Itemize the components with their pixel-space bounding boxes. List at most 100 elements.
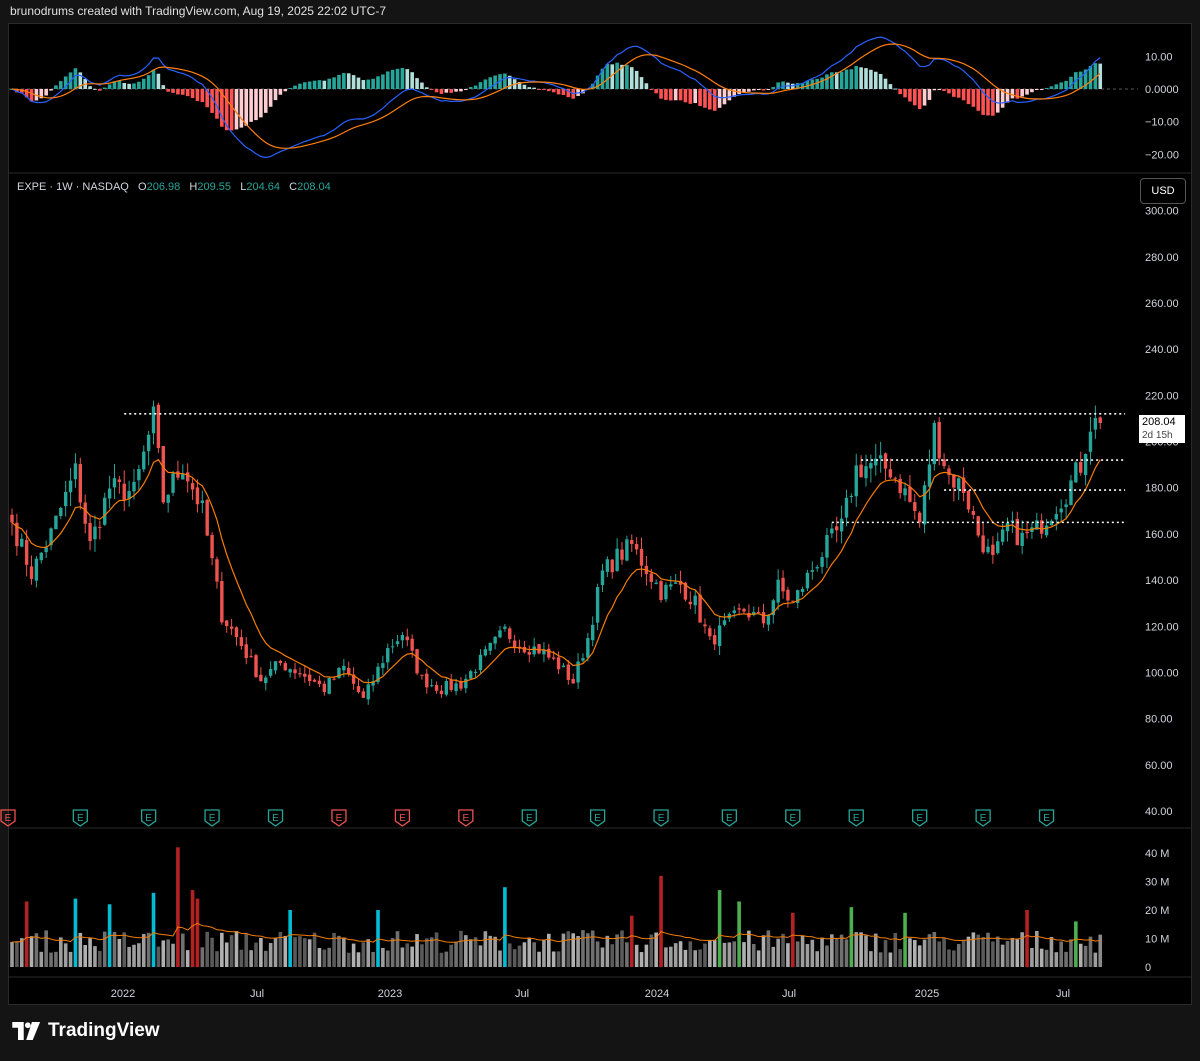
- candle-body: [508, 628, 512, 640]
- earnings-marker-shape: [0, 809, 16, 827]
- symbol-legend: EXPE · 1W · NASDAQ O206.98 H209.55 L204.…: [17, 181, 331, 193]
- earnings-marker-icon[interactable]: E: [721, 809, 738, 827]
- volume-bar: [215, 951, 219, 967]
- macd-histogram-bar: [376, 76, 380, 89]
- volume-bar: [10, 941, 14, 967]
- volume-bar: [63, 943, 68, 967]
- macd-histogram-bar: [429, 89, 434, 90]
- volume-bar: [620, 930, 624, 967]
- candle-body: [44, 547, 48, 553]
- macd-histogram-bar: [400, 68, 405, 89]
- earnings-marker-icon[interactable]: E: [394, 809, 411, 827]
- volume-bar: [459, 930, 463, 967]
- volume-bar: [737, 901, 741, 967]
- earnings-marker-icon[interactable]: E: [848, 809, 864, 827]
- macd-histogram-bar: [761, 89, 766, 91]
- candle-body: [600, 570, 605, 586]
- macd-histogram-bar: [927, 89, 932, 100]
- earnings-marker-letter: E: [789, 813, 796, 824]
- candle-body: [522, 646, 527, 653]
- macd-histogram-bar: [132, 83, 136, 89]
- price-axis-tick: 300.00: [1145, 206, 1179, 218]
- candle-body: [527, 651, 531, 655]
- volume-bar: [678, 941, 683, 967]
- earnings-marker-letter: E: [526, 813, 533, 824]
- volume-bar: [434, 932, 439, 967]
- earnings-marker-icon[interactable]: E: [458, 809, 474, 827]
- volume-bar: [532, 942, 536, 967]
- candle-body: [63, 492, 68, 507]
- macd-histogram-bar: [605, 64, 610, 89]
- candle-body: [283, 663, 287, 671]
- earnings-marker-icon[interactable]: E: [912, 809, 928, 827]
- candle-body: [293, 669, 297, 674]
- candle-body: [264, 677, 268, 684]
- volume-axis-tick: 20 M: [1145, 905, 1169, 917]
- candle-body: [34, 558, 39, 581]
- candle-body: [410, 638, 414, 651]
- macd-histogram-bar: [683, 89, 688, 103]
- earnings-marker-icon[interactable]: E: [1038, 809, 1055, 827]
- candle-body: [454, 683, 458, 692]
- macd-histogram-bar: [293, 85, 297, 89]
- earnings-marker-icon[interactable]: E: [975, 809, 991, 827]
- macd-histogram-bar: [781, 81, 785, 89]
- macd-histogram-bar: [425, 87, 429, 89]
- macd-histogram-bar: [1005, 89, 1010, 103]
- currency-button[interactable]: USD: [1140, 178, 1186, 204]
- open-value: 206.98: [146, 181, 181, 193]
- volume-bar: [234, 931, 239, 967]
- macd-histogram-bar: [551, 89, 556, 93]
- volume-bar: [527, 937, 532, 967]
- earnings-marker-icon[interactable]: E: [331, 809, 347, 827]
- volume-bar: [507, 943, 512, 967]
- macd-histogram-bar: [698, 89, 702, 107]
- candle-body: [395, 641, 400, 645]
- macd-histogram-bar: [825, 74, 829, 89]
- candle-body: [488, 642, 492, 651]
- candle-body: [24, 540, 29, 565]
- earnings-marker-icon[interactable]: E: [653, 809, 669, 827]
- candle-body: [288, 669, 292, 673]
- macd-histogram-bar: [410, 72, 414, 89]
- earnings-marker-icon[interactable]: E: [140, 809, 157, 827]
- candle-body: [122, 483, 126, 500]
- candle-body: [429, 685, 434, 687]
- macd-histogram-bar: [1020, 89, 1024, 97]
- candle-body: [815, 567, 819, 569]
- earnings-marker-icon[interactable]: E: [521, 809, 537, 827]
- chart-frame[interactable]: [8, 23, 1192, 1005]
- volume-bar: [1093, 952, 1098, 967]
- macd-histogram-bar: [659, 89, 663, 99]
- candle-body: [854, 465, 858, 497]
- tradingview-brand[interactable]: TradingView: [12, 1020, 160, 1042]
- volume-bar: [590, 930, 595, 967]
- macd-histogram-bar: [893, 88, 898, 90]
- volume-bar: [210, 937, 214, 967]
- price-axis-tick: 100.00: [1145, 667, 1179, 679]
- macd-axis-tick: 10.00: [1145, 51, 1173, 63]
- earnings-marker-icon[interactable]: E: [72, 809, 88, 827]
- earnings-marker-icon[interactable]: E: [204, 809, 220, 827]
- volume-bar: [478, 945, 483, 967]
- volume-bar: [98, 950, 102, 967]
- macd-axis-tick: −20.00: [1145, 149, 1179, 161]
- earnings-marker-icon[interactable]: E: [0, 809, 16, 827]
- macd-histogram-bar: [239, 89, 244, 128]
- candle-body: [678, 580, 683, 585]
- earnings-marker-icon[interactable]: E: [267, 809, 284, 827]
- volume-bar: [410, 946, 414, 967]
- volume-bar: [942, 938, 946, 967]
- earnings-marker-icon[interactable]: E: [785, 809, 801, 827]
- macd-histogram-bar: [717, 89, 722, 108]
- volume-bar: [112, 932, 117, 967]
- earnings-marker-icon[interactable]: E: [589, 809, 606, 827]
- price-axis-tick: 120.00: [1145, 621, 1179, 633]
- candle-body: [742, 608, 746, 612]
- macd-histogram-bar: [981, 89, 985, 115]
- candle-body: [571, 679, 575, 684]
- candle-body: [795, 590, 800, 603]
- candle-body: [176, 471, 180, 478]
- macd-histogram-bar: [342, 73, 346, 89]
